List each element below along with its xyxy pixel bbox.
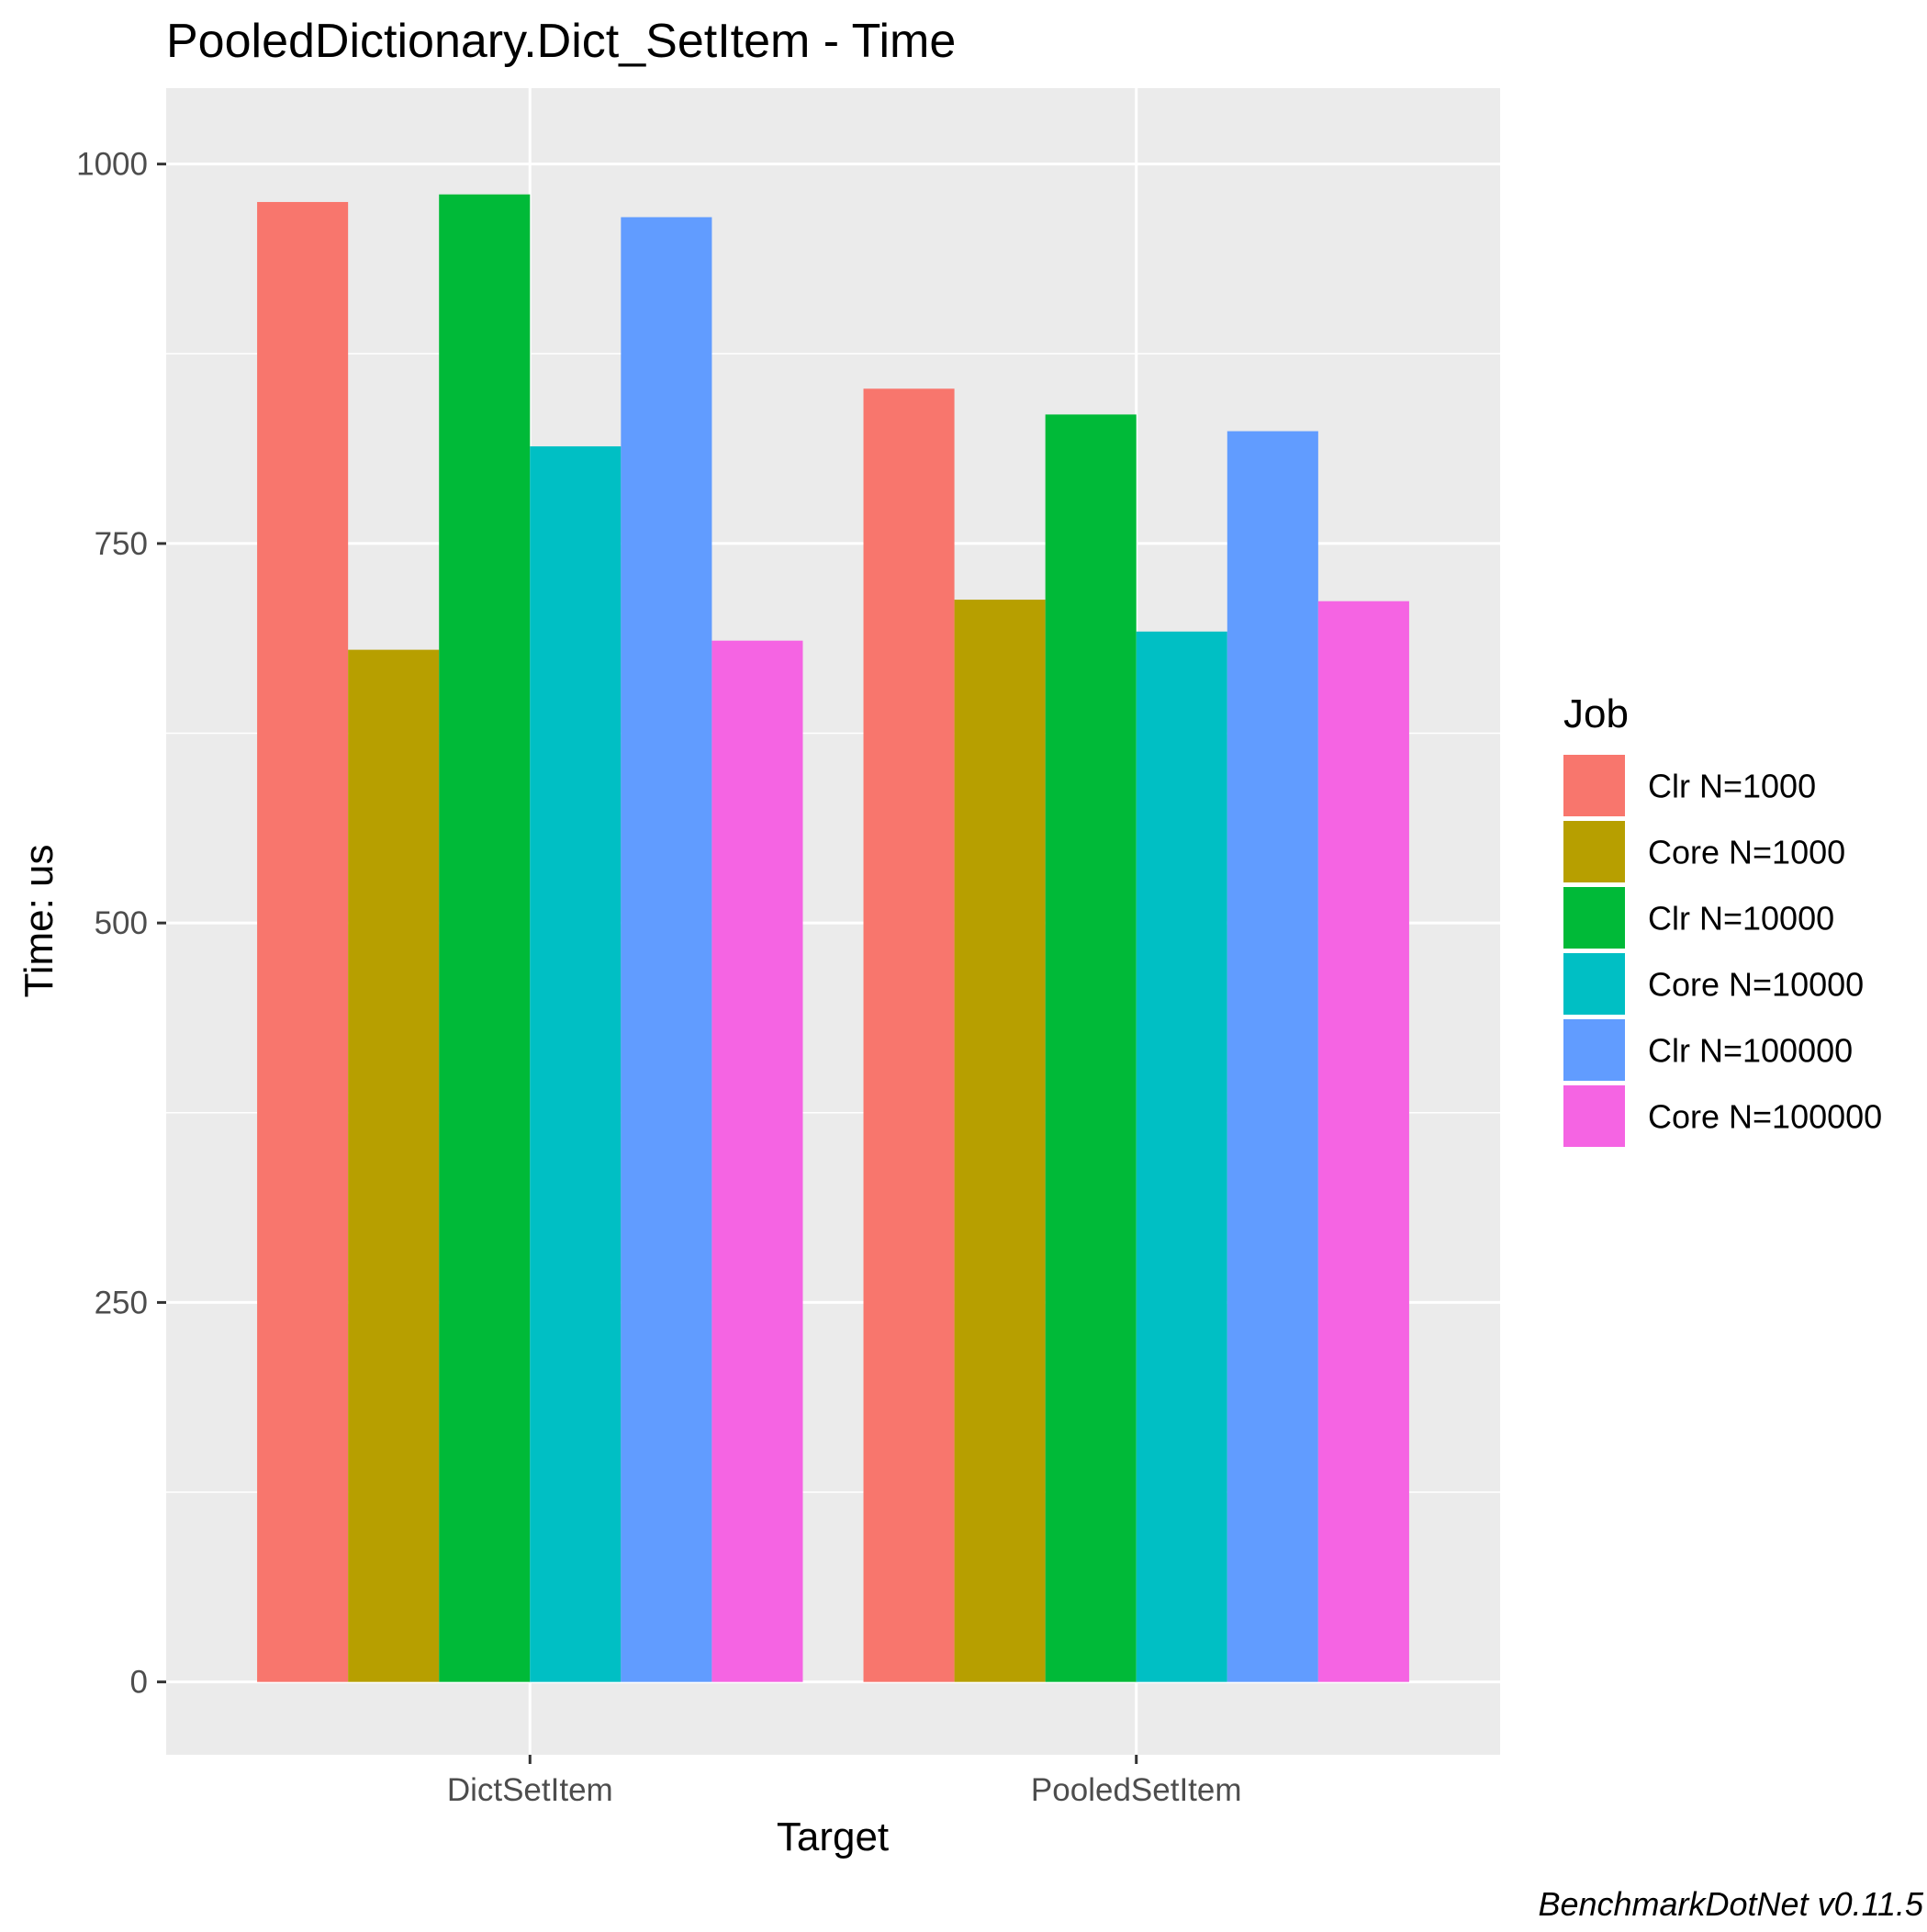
y-axis-ticks: 0 250 500 750 1000: [76, 147, 166, 1701]
bar: [863, 388, 955, 1682]
bar: [954, 600, 1046, 1682]
legend-title: Job: [1563, 691, 1629, 736]
bar: [1227, 431, 1318, 1682]
legend-key: [1563, 953, 1625, 1015]
y-tick-label: 250: [95, 1285, 148, 1320]
chart-title: PooledDictionary.Dict_SetItem - Time: [166, 15, 956, 68]
legend-label: Clr N=100000: [1648, 1032, 1853, 1070]
bar: [1136, 631, 1227, 1682]
bar: [257, 201, 349, 1682]
x-axis-ticks: DictSetItem PooledSetItem: [447, 1755, 1242, 1808]
legend-label: Clr N=1000: [1648, 768, 1816, 805]
y-tick-label: 500: [95, 905, 148, 941]
bar: [1045, 414, 1137, 1682]
bar: [530, 446, 622, 1682]
y-axis-title: Time: us: [17, 844, 62, 997]
x-axis-title: Target: [777, 1814, 889, 1859]
legend-key: [1563, 1019, 1625, 1081]
y-tick-label: 750: [95, 526, 148, 562]
legend-label: Core N=100000: [1648, 1098, 1882, 1136]
bar: [711, 640, 803, 1682]
bar: [1317, 601, 1409, 1682]
legend-key: [1563, 755, 1625, 816]
x-tick-label: PooledSetItem: [1031, 1772, 1242, 1808]
legend-label: Clr N=10000: [1648, 900, 1834, 938]
bar: [439, 194, 531, 1682]
legend-label: Core N=10000: [1648, 966, 1864, 1004]
legend: Job Clr N=1000 Core N=1000 Clr N=10000 Core…: [1563, 691, 1882, 1147]
caption: BenchmarkDotNet v0.11.5: [1538, 1885, 1924, 1923]
y-tick-label: 0: [130, 1665, 148, 1701]
x-tick-label: DictSetItem: [447, 1772, 613, 1808]
bar: [621, 217, 712, 1682]
bars: [257, 194, 1409, 1682]
legend-label: Core N=1000: [1648, 834, 1845, 871]
legend-key: [1563, 821, 1625, 882]
legend-key: [1563, 1085, 1625, 1147]
legend-key: [1563, 887, 1625, 949]
y-tick-label: 1000: [76, 147, 148, 183]
bar: [348, 649, 440, 1682]
